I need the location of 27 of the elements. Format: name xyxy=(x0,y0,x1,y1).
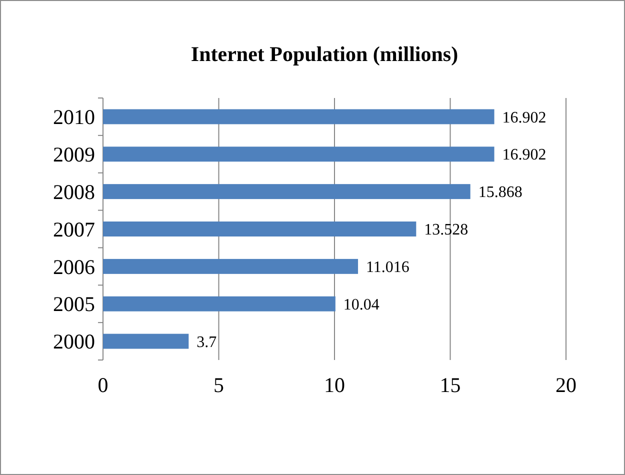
y-tick-label: 2009 xyxy=(53,142,95,166)
bar xyxy=(103,222,416,236)
bar xyxy=(103,258,358,274)
data-label: 15.868 xyxy=(478,184,522,202)
chart-title: Internet Population (millions) xyxy=(190,42,458,66)
y-tick-label: 2007 xyxy=(53,217,95,242)
y-tick-label: 2005 xyxy=(53,292,95,316)
x-tick-label: 5 xyxy=(214,373,224,397)
bar xyxy=(103,334,189,349)
data-label: 3.7 xyxy=(196,334,217,351)
y-tick-label: 2008 xyxy=(53,180,95,204)
bar xyxy=(103,109,494,124)
data-label: 16.902 xyxy=(502,146,546,164)
data-label: 16.902 xyxy=(502,109,546,126)
x-tick-label: 15 xyxy=(440,373,461,397)
y-tick-label: 2000 xyxy=(53,330,95,354)
y-tick-label: 2006 xyxy=(53,254,95,279)
bar xyxy=(103,146,494,162)
x-tick-label: 0 xyxy=(98,373,108,397)
data-label: 13.528 xyxy=(424,222,468,239)
x-tick-label: 10 xyxy=(324,373,345,397)
y-tick-label: 2010 xyxy=(53,105,95,130)
x-tick-label: 20 xyxy=(556,373,576,397)
data-label: 10.04 xyxy=(343,296,380,314)
data-label: 11.016 xyxy=(366,259,410,276)
bar xyxy=(103,296,336,312)
bar xyxy=(103,184,470,200)
